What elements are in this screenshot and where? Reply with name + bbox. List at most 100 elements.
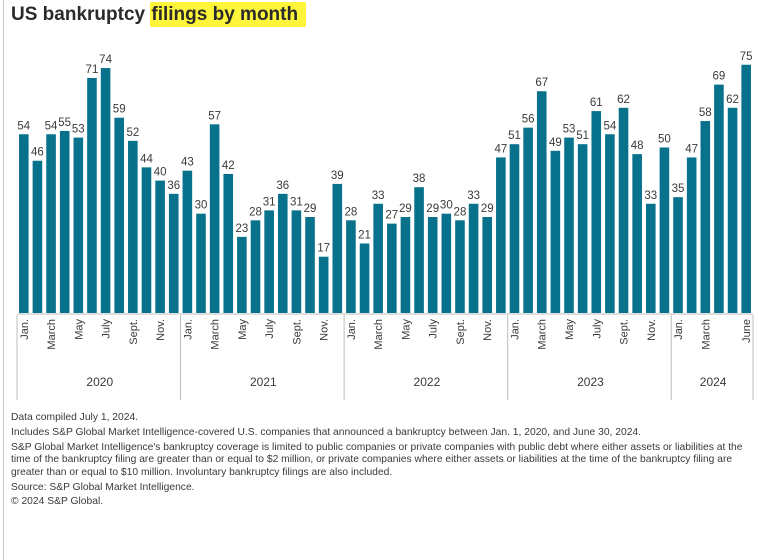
bar-2020-feb	[32, 160, 43, 313]
note-source: Source: S&P Global Market Intelligence.	[11, 481, 195, 493]
data-label: 42	[222, 160, 235, 172]
data-label: 51	[576, 130, 589, 142]
tick-label: May	[400, 319, 412, 340]
bar-2023-april	[550, 150, 561, 313]
tick-label: Nov.	[319, 319, 331, 341]
data-label: 52	[126, 127, 139, 139]
bar-2024-jan	[673, 197, 683, 313]
bar-2020-dec	[168, 193, 179, 313]
tick-label: June	[741, 319, 753, 343]
bar-2022-july	[427, 217, 438, 313]
bar-2021-feb	[196, 213, 206, 313]
bar-2023-july	[591, 111, 602, 313]
data-label: 30	[195, 200, 208, 212]
data-label: 59	[113, 104, 126, 116]
tick-label: July	[264, 319, 276, 339]
year-label: 2023	[577, 375, 604, 389]
bar-2023-dec	[659, 147, 670, 313]
bar-2021-may	[237, 236, 247, 313]
data-label: 47	[494, 143, 507, 155]
data-label: 17	[317, 243, 330, 255]
data-label: 51	[508, 130, 521, 142]
title-plain: US bankruptcy	[11, 4, 151, 25]
bar-2021-aug	[277, 193, 288, 313]
data-label: 53	[72, 124, 85, 136]
data-label: 29	[426, 203, 439, 215]
data-label: 21	[358, 229, 371, 241]
data-label: 29	[481, 203, 494, 215]
tick-label: May	[73, 319, 85, 340]
data-label: 39	[331, 170, 344, 182]
data-label: 36	[167, 180, 180, 192]
tick-label: March	[373, 319, 385, 350]
bar-2023-sept	[618, 107, 629, 313]
chart-title: US bankruptcy filings by month	[11, 2, 307, 27]
data-label: 29	[304, 203, 317, 215]
bar-2023-aug	[605, 134, 615, 313]
bar-2020-may	[73, 137, 84, 313]
tick-label: Jan.	[509, 319, 521, 340]
bar-2023-oct	[632, 154, 642, 313]
data-label: 33	[467, 190, 480, 202]
bar-2023-march	[536, 91, 547, 313]
data-label: 40	[154, 167, 167, 179]
tick-label: Nov.	[646, 319, 658, 341]
data-label: 46	[31, 147, 44, 159]
bar-2024-feb	[686, 157, 697, 313]
bar-2022-sept	[455, 220, 465, 313]
data-label: 50	[658, 134, 671, 146]
tick-label: Jan.	[673, 319, 685, 340]
title-highlighted: filings by month	[150, 2, 307, 27]
bar-2024-june	[741, 64, 751, 313]
bar-2021-nov	[318, 256, 329, 313]
data-label: 33	[372, 190, 385, 202]
tick-label: Sept.	[128, 319, 140, 345]
bar-2022-dec	[496, 157, 506, 313]
bar-2022-may	[400, 217, 411, 313]
data-label: 57	[208, 110, 221, 122]
bar-2021-oct	[305, 217, 315, 313]
chart-notes: Data compiled July 1, 2024. Includes S&P…	[11, 412, 751, 511]
tick-label: May	[237, 319, 249, 340]
data-label: 28	[454, 206, 467, 218]
data-label: 38	[413, 173, 426, 185]
data-label: 33	[644, 190, 657, 202]
bar-2022-oct	[468, 203, 479, 313]
data-label: 35	[672, 183, 685, 195]
data-label: 56	[522, 114, 535, 126]
bar-2022-june	[414, 187, 424, 313]
tick-label: March	[537, 319, 549, 350]
bar-2020-aug	[114, 117, 125, 314]
data-label: 48	[631, 140, 644, 152]
year-label: 2022	[414, 375, 441, 389]
data-label: 47	[685, 143, 698, 155]
data-label: 23	[235, 223, 248, 235]
tick-label: May	[564, 319, 576, 340]
bar-2021-dec	[332, 183, 343, 313]
bar-2020-nov	[155, 180, 165, 313]
bar-chart: 54Jan.4654March5553May7174July5952Sept.4…	[16, 51, 754, 400]
data-label: 54	[603, 120, 616, 132]
tick-label: Jan.	[182, 319, 194, 340]
bar-2021-sept	[291, 210, 302, 313]
tick-label: Jan.	[346, 319, 358, 340]
data-label: 62	[726, 94, 739, 106]
tick-label: Nov.	[155, 319, 167, 341]
data-label: 28	[345, 206, 358, 218]
note-coverage-dates: Includes S&P Global Market Intelligence-…	[11, 426, 642, 438]
bar-2023-nov	[645, 203, 656, 313]
data-label: 49	[549, 137, 562, 149]
note-coverage-criteria: S&P Global Market Intelligence's bankrup…	[11, 441, 743, 478]
bar-2023-may	[564, 137, 574, 313]
bar-2022-jan	[346, 220, 356, 313]
bar-2024-may	[727, 107, 738, 313]
tick-label: July	[591, 319, 603, 339]
note-copyright: © 2024 S&P Global.	[11, 496, 104, 508]
year-label: 2020	[86, 375, 113, 389]
data-label: 27	[385, 210, 398, 222]
data-label: 30	[440, 200, 453, 212]
data-label: 44	[140, 153, 153, 165]
data-label: 54	[17, 120, 30, 132]
bar-2022-nov	[482, 217, 493, 313]
bar-2023-june	[577, 144, 588, 313]
